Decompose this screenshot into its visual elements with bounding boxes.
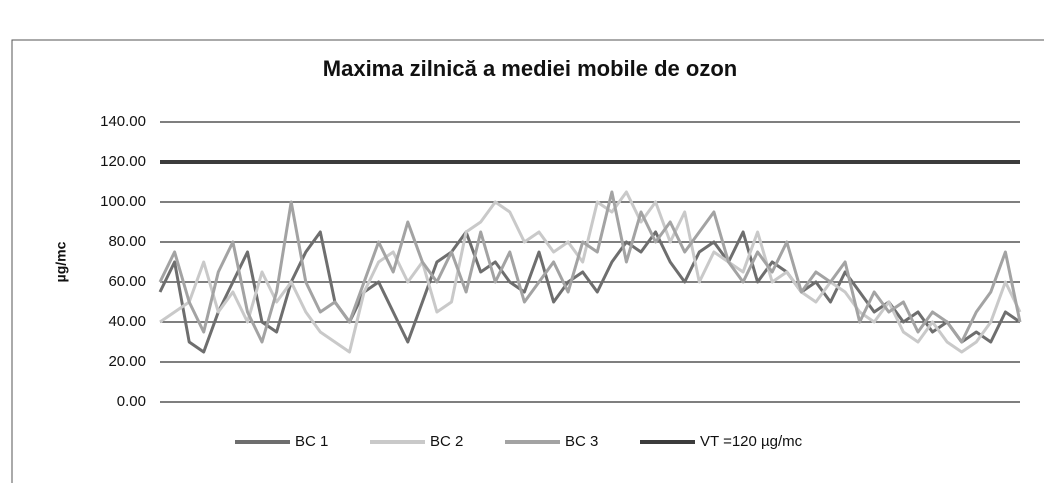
series-line <box>158 230 1021 354</box>
y-tick-label: 0.00 <box>117 393 146 410</box>
y-tick-label: 120.00 <box>100 153 146 170</box>
legend-label: VT =120 µg/mc <box>700 433 803 450</box>
series-line <box>159 190 1022 354</box>
chart-title: Maxima zilnică a mediei mobile de ozon <box>323 56 737 81</box>
y-tick-label: 140.00 <box>100 113 146 130</box>
y-axis-label: µg/mc <box>53 241 69 282</box>
y-tick-label: 20.00 <box>108 353 146 370</box>
chart-frame <box>11 39 1044 483</box>
y-tick-label: 40.00 <box>108 313 146 330</box>
y-tick-label: 80.00 <box>108 233 146 250</box>
legend-label: BC 3 <box>565 433 598 450</box>
series-line <box>158 190 1022 344</box>
legend-label: BC 1 <box>295 433 328 450</box>
legend-label: BC 2 <box>430 433 463 450</box>
y-tick-label: 60.00 <box>108 273 146 290</box>
y-tick-label: 100.00 <box>100 193 146 210</box>
